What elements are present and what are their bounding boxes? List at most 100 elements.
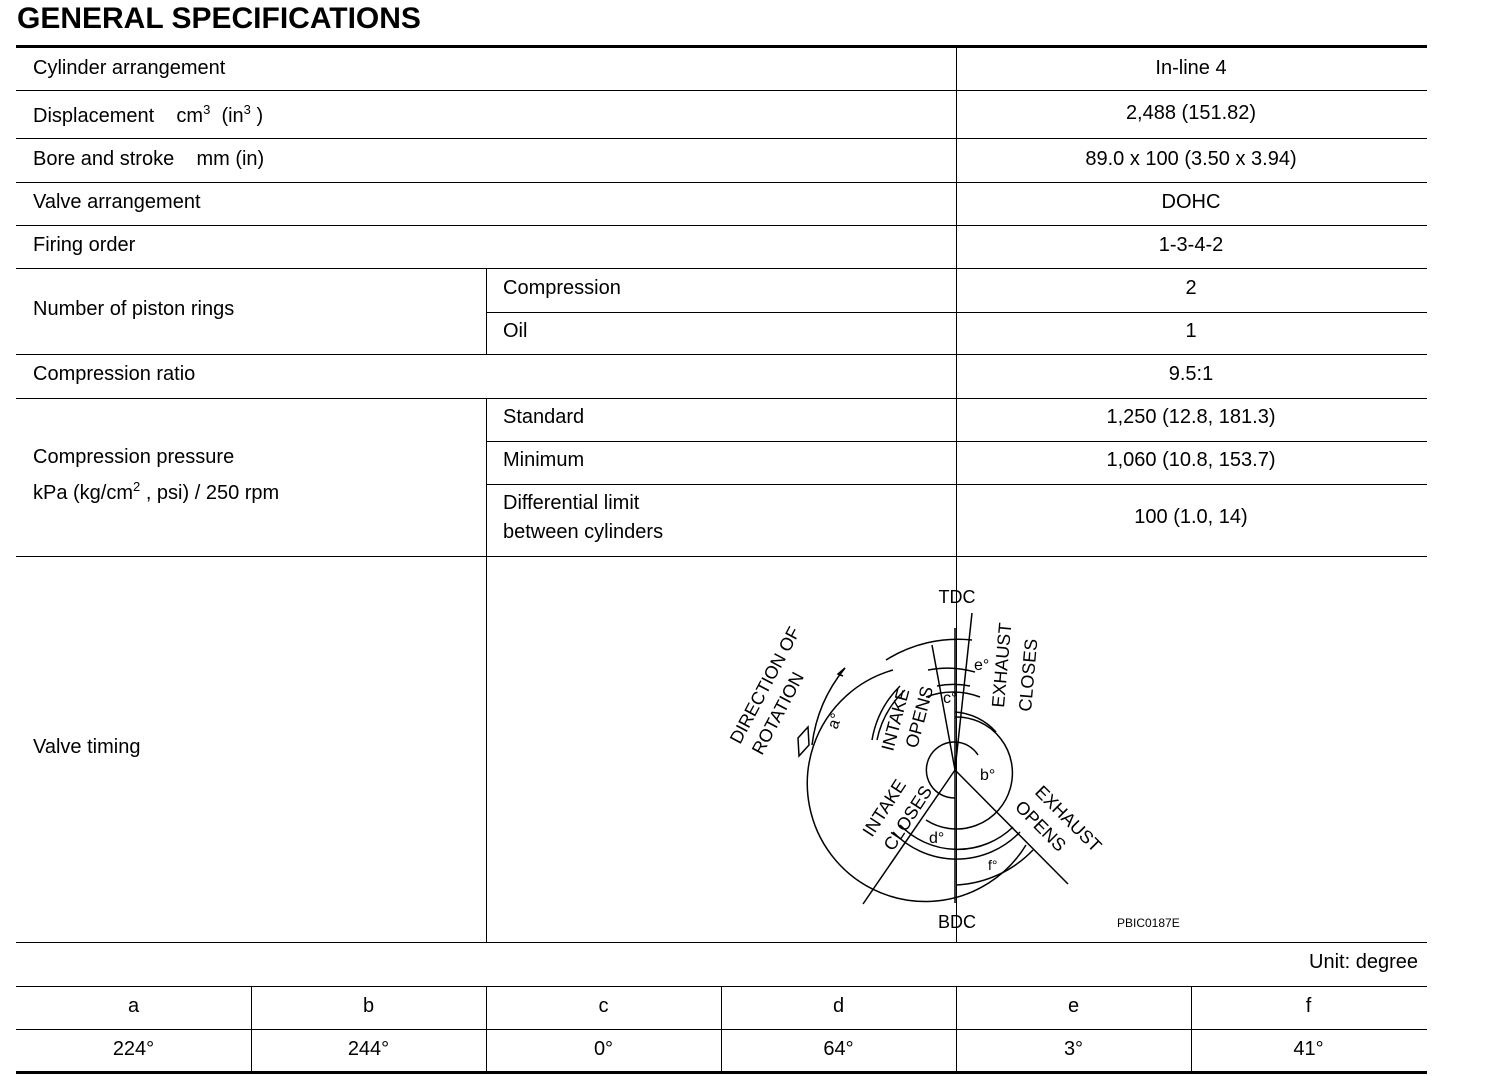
figure-code: PBIC0187E [1117, 916, 1180, 930]
timing-value-d: 64° [823, 1038, 854, 1060]
valve-arrangement-label: Valve arrangement [33, 191, 201, 213]
exhaust-opens-line [954, 769, 1069, 885]
unit-superscript: 3 [243, 102, 251, 117]
arc-c [927, 667, 976, 673]
piston-rings-label: Number of piston rings [33, 298, 235, 320]
column-divider [956, 986, 957, 1072]
timing-header-b: b [362, 995, 375, 1017]
timing-header-e: e [1067, 995, 1080, 1017]
intake-arc-a [806, 669, 1027, 903]
column-divider [251, 986, 252, 1072]
compression-pressure-label: Compression pressure [33, 446, 235, 468]
valve-timing-label: Valve timing [33, 736, 141, 758]
arc-d-outer [892, 831, 1021, 860]
row-divider [16, 942, 1427, 943]
page-title: GENERAL SPECIFICATIONS [17, 2, 421, 35]
standard-label: Standard [503, 406, 585, 428]
row-divider [16, 556, 1427, 557]
timing-header-d: d [832, 995, 845, 1017]
circle-inner [925, 716, 1014, 830]
angle-e-label: e° [974, 657, 989, 674]
intake-arc-inner-2 [876, 689, 906, 741]
firing-order-label: Firing order [33, 234, 136, 256]
angle-b-label: b° [980, 767, 995, 784]
differential-limit-value: 100 (1.0, 14) [1134, 506, 1248, 528]
intake-arc-inner [871, 685, 901, 741]
tdc-label: TDC [939, 587, 976, 607]
arc-f [956, 849, 1034, 886]
timing-header-f: f [1305, 995, 1312, 1017]
unit-text: , psi) / 250 rpm [140, 482, 280, 504]
row-divider [16, 138, 1427, 139]
row-divider [16, 182, 1427, 183]
bore-stroke-label: Bore and stroke mm (in) [33, 147, 264, 171]
bore-stroke-value: 89.0 x 100 (3.50 x 3.94) [1085, 148, 1297, 170]
unit-text: kPa (kg/cm [33, 482, 134, 504]
displacement-label: Displacement cm3 (in3 ) [33, 102, 264, 128]
bdc-label: BDC [938, 912, 976, 932]
compression-pressure-unit: kPa (kg/cm2 , psi) / 250 rpm [33, 479, 280, 505]
differential-limit-label-1: Differential limit [503, 492, 640, 514]
row-divider [16, 225, 1427, 226]
exhaust-closes-label-2: CLOSES [1015, 638, 1041, 712]
differential-limit-label-2: between cylinders [503, 521, 664, 543]
compression-rings-value: 2 [1185, 277, 1197, 299]
diagram-lines [797, 612, 1069, 905]
table-bottom-rule [16, 1071, 1427, 1074]
row-divider [16, 354, 1427, 355]
timing-header-a: a [127, 995, 140, 1017]
intake-closes-line [862, 769, 956, 905]
unit-text: mm (in) [196, 148, 265, 170]
minimum-label: Minimum [503, 449, 585, 471]
rotation-arrowhead [836, 667, 846, 677]
arc-e-outer [885, 638, 973, 661]
oil-rings-label: Oil [503, 320, 528, 342]
column-divider [1191, 986, 1192, 1072]
column-divider [956, 47, 957, 942]
table-top-rule [16, 45, 1427, 48]
unit-text: (in [221, 105, 244, 127]
timing-header-c: c [598, 995, 609, 1017]
arc-c-mid [936, 683, 971, 687]
timing-value-f: 41° [1293, 1038, 1324, 1060]
unit-text: ) [256, 105, 264, 127]
unit-text: cm [176, 105, 204, 127]
arc-d-inner [899, 824, 1014, 851]
compression-ratio-value: 9.5:1 [1168, 363, 1214, 385]
displacement-value: 2,488 (151.82) [1125, 102, 1257, 124]
column-divider [486, 268, 487, 354]
column-divider [721, 986, 722, 1072]
timing-value-a: 224° [112, 1038, 155, 1060]
rotation-arrow-tail [797, 725, 810, 758]
timing-value-e: 3° [1063, 1038, 1084, 1060]
timing-value-b: 244° [347, 1038, 390, 1060]
arc-b [925, 741, 979, 799]
column-divider [486, 398, 487, 942]
unit-note: Unit: degree [1309, 951, 1418, 973]
unit-superscript: 2 [133, 479, 141, 494]
cylinder-arrangement-label: Cylinder arrangement [33, 57, 226, 79]
rotation-arrow [811, 667, 846, 746]
angle-c-label: c° [943, 690, 957, 707]
exhaust-closes-label-1: EXHAUST [988, 622, 1015, 708]
compression-ratio-label: Compression ratio [33, 363, 196, 385]
angle-a-label: a° [825, 711, 846, 731]
circle-inner-2 [954, 711, 997, 733]
unit-superscript: 3 [203, 102, 211, 117]
compression-rings-label: Compression [503, 277, 621, 299]
cylinder-arrangement-value: In-line 4 [1155, 57, 1227, 79]
bore-stroke-label-text: Bore and stroke [33, 148, 175, 170]
row-divider [16, 398, 1427, 399]
column-divider [486, 986, 487, 1072]
displacement-label-text: Displacement [33, 105, 155, 127]
arc-c-inner [925, 691, 981, 698]
intake-opens-line [931, 644, 956, 771]
firing-order-value: 1-3-4-2 [1158, 234, 1224, 256]
angle-d-label: d° [929, 830, 944, 847]
standard-value: 1,250 (12.8, 181.3) [1106, 406, 1276, 428]
angle-f-label: f° [988, 857, 998, 873]
row-divider [16, 90, 1427, 91]
minimum-value: 1,060 (10.8, 153.7) [1106, 449, 1276, 471]
oil-rings-value: 1 [1185, 320, 1197, 342]
